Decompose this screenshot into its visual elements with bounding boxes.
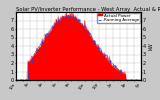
Y-axis label: kW: kW [148,42,153,50]
Text: Solar PV/Inverter Performance - West Array  Actual & Running Average Power Outpu: Solar PV/Inverter Performance - West Arr… [16,7,160,12]
Legend: Actual Power, Running Average: Actual Power, Running Average [97,13,140,23]
